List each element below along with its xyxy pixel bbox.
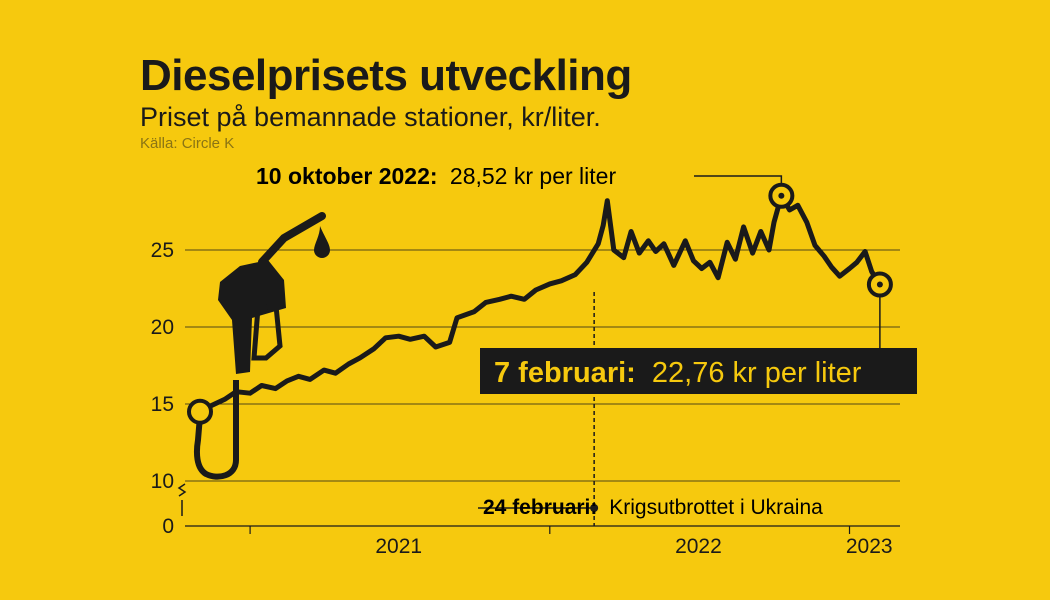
peak-annotation-date: 10 oktober 2022: xyxy=(256,163,438,189)
latest-label-box xyxy=(480,348,917,394)
y-tick-label: 0 xyxy=(162,515,174,538)
fuel-nozzle-icon xyxy=(194,212,330,480)
y-tick-label: 25 xyxy=(151,239,174,262)
peak-dot xyxy=(778,192,785,199)
y-axis-ticks: 0 10 15 20 25 xyxy=(151,239,174,538)
chart-title: Dieselprisets utveckling xyxy=(140,51,632,100)
chart-source: Källa: Circle K xyxy=(140,135,235,152)
price-series-line xyxy=(197,193,883,415)
x-tick-label: 2021 xyxy=(375,535,422,558)
war-annotation-text: Krigsutbrottet i Ukraina xyxy=(609,496,823,519)
peak-annotation-value: 28,52 kr per liter xyxy=(450,163,617,189)
peak-leader-line xyxy=(694,175,783,185)
start-marker xyxy=(187,398,213,425)
latest-annotation-date: 7 februari: xyxy=(494,357,636,389)
peak-marker xyxy=(768,182,795,209)
war-annotation-date: 24 februari: xyxy=(483,496,597,519)
grid-lines xyxy=(185,249,900,527)
latest-annotation: 7 februari: 22,76 kr per liter xyxy=(494,357,862,389)
peak-annotation: 10 oktober 2022: 28,52 kr per liter xyxy=(256,163,616,189)
x-axis: 2021 2022 2023 xyxy=(249,526,893,558)
axis-break-icon xyxy=(177,483,187,516)
y-tick-label: 15 xyxy=(151,393,174,416)
x-tick-label: 2023 xyxy=(846,535,893,558)
war-annotation: 24 februari: Krigsutbrottet i Ukraina xyxy=(483,496,823,519)
x-tick-label: 2022 xyxy=(675,535,722,558)
latest-annotation-value: 22,76 kr per liter xyxy=(652,357,862,389)
latest-dot xyxy=(876,281,883,288)
latest-marker xyxy=(866,271,893,298)
y-tick-label: 10 xyxy=(151,470,174,493)
chart-subtitle: Priset på bemannade stationer, kr/liter. xyxy=(140,102,601,132)
y-tick-label: 20 xyxy=(151,316,174,339)
